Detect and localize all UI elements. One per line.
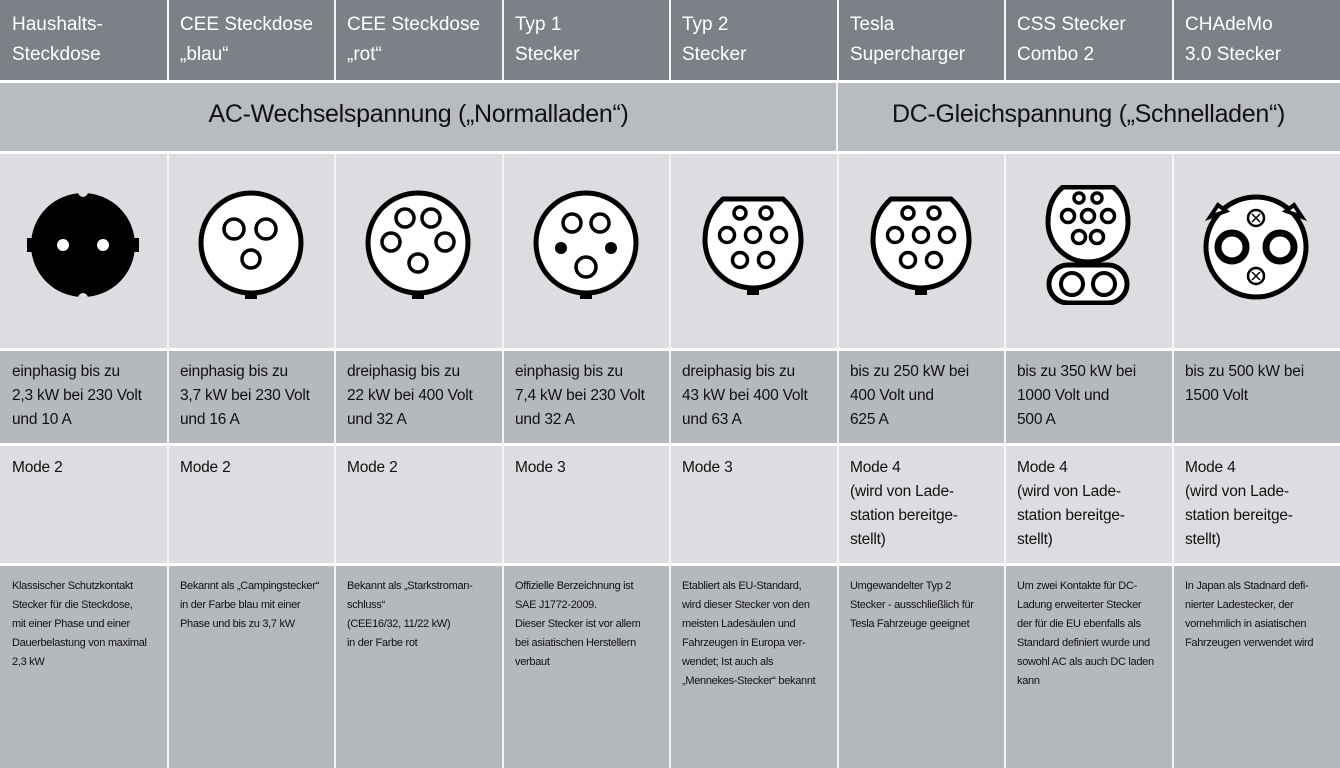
connector-column: Typ 2 Stecker dreiphasig bis zu 43 kW bei…: [670, 0, 837, 768]
connector-spec: einphasig bis zu 3,7 kW bei 230 Volt und…: [180, 363, 310, 428]
divider: [502, 0, 504, 80]
connector-name: Tesla Supercharger: [850, 14, 966, 65]
connector-column: CEE Steckdose „rot“ dreiphasig bis zu 22 …: [335, 0, 502, 768]
connector-description: Klassischer Schutzkontakt Stecker für di…: [12, 580, 147, 668]
connector-mode: Mode 2: [12, 459, 63, 476]
schuko-socket-icon: [27, 187, 139, 303]
connector-spec: einphasig bis zu 7,4 kW bei 230 Volt und…: [515, 363, 645, 428]
connector-description: Um zwei Kontakte für DC- Ladung erweiter…: [1017, 580, 1154, 687]
divider: [837, 0, 839, 80]
connector-name: Typ 2 Stecker: [682, 14, 747, 65]
connector-column: CHAdeMo 3.0 Stecker bis zu 500 kW bei 150…: [1173, 0, 1340, 768]
connector-description: Bekannt als „Campingstecker“ in der Farb…: [180, 580, 319, 630]
divider: [1172, 0, 1174, 80]
group-label-dc: DC-Gleichspannung („Schnelladen“): [891, 100, 1286, 128]
connector-name: CHAdeMo 3.0 Stecker: [1185, 14, 1282, 65]
connector-column: Tesla Supercharger bis zu 250 kW bei 400 …: [838, 0, 1005, 768]
connector-description: In Japan als Stadnard defi- nierter Lade…: [1185, 580, 1314, 649]
connector-description: Etabliert als EU-Standard, wird dieser S…: [682, 580, 816, 687]
connector-description: Umgewandelter Typ 2 Stecker - ausschließ…: [850, 580, 974, 630]
divider: [1004, 154, 1006, 768]
divider: [502, 154, 504, 768]
connector-mode: Mode 2: [347, 459, 398, 476]
divider: [669, 0, 671, 80]
tesla-supercharger-plug-icon: [870, 196, 972, 295]
connector-mode: Mode 4 (wird von Lade- station bereitge-…: [850, 459, 958, 548]
cee-blue-plug-icon: [198, 190, 304, 299]
divider: [836, 83, 838, 151]
connector-spec: bis zu 500 kW bei 1500 Volt: [1185, 363, 1304, 404]
type2-plug-icon: [702, 196, 804, 295]
ccs-combo2-plug-icon: [1045, 185, 1131, 305]
connector-spec: einphasig bis zu 2,3 kW bei 230 Volt und…: [12, 363, 142, 428]
type1-plug-icon: [533, 190, 639, 299]
connector-column: CSS Stecker Combo 2 bis zu 350 kW bei 100…: [1005, 0, 1172, 768]
connector-spec: dreiphasig bis zu 43 kW bei 400 Volt und…: [682, 363, 808, 428]
connector-name: Typ 1 Stecker: [515, 14, 580, 65]
connector-mode: Mode 4 (wird von Lade- station bereitge-…: [1185, 459, 1293, 548]
divider: [167, 154, 169, 768]
connector-spec: dreiphasig bis zu 22 kW bei 400 Volt und…: [347, 363, 473, 428]
divider: [1172, 154, 1174, 768]
divider: [334, 154, 336, 768]
connector-mode: Mode 4 (wird von Lade- station bereitge-…: [1017, 459, 1125, 548]
connector-column: CEE Steckdose „blau“ einphasig bis zu 3,7…: [168, 0, 335, 768]
connector-spec: bis zu 350 kW bei 1000 Volt und 500 A: [1017, 363, 1136, 428]
chademo-plug-icon: [1203, 194, 1309, 300]
connector-name: CEE Steckdose „rot“: [347, 14, 481, 65]
connector-name: CEE Steckdose „blau“: [180, 14, 314, 65]
connector-column: Typ 1 Stecker einphasig bis zu 7,4 kW bei…: [503, 0, 670, 768]
connector-spec: bis zu 250 kW bei 400 Volt und 625 A: [850, 363, 969, 428]
divider: [334, 0, 336, 80]
connector-description: Offizielle Berzeichnung ist SAE J1772-20…: [515, 580, 641, 668]
connector-description: Bekannt als „Starkstroman- schluss“ (CEE…: [347, 580, 473, 649]
connector-mode: Mode 2: [180, 459, 231, 476]
group-label-ac: AC-Wechselspannung („Normalladen“): [208, 100, 629, 128]
divider: [1004, 0, 1006, 80]
cee-red-plug-icon: [365, 190, 471, 299]
connector-mode: Mode 3: [515, 459, 566, 476]
connector-name: Haushalts- Steckdose: [12, 14, 103, 65]
divider: [669, 154, 671, 768]
connector-name: CSS Stecker Combo 2: [1017, 14, 1126, 65]
connector-column: Haushalts- Steckdose einphasig bis zu 2,3…: [0, 0, 167, 768]
group-row: [0, 83, 1340, 151]
connector-mode: Mode 3: [682, 459, 733, 476]
divider: [837, 154, 839, 768]
divider: [167, 0, 169, 80]
